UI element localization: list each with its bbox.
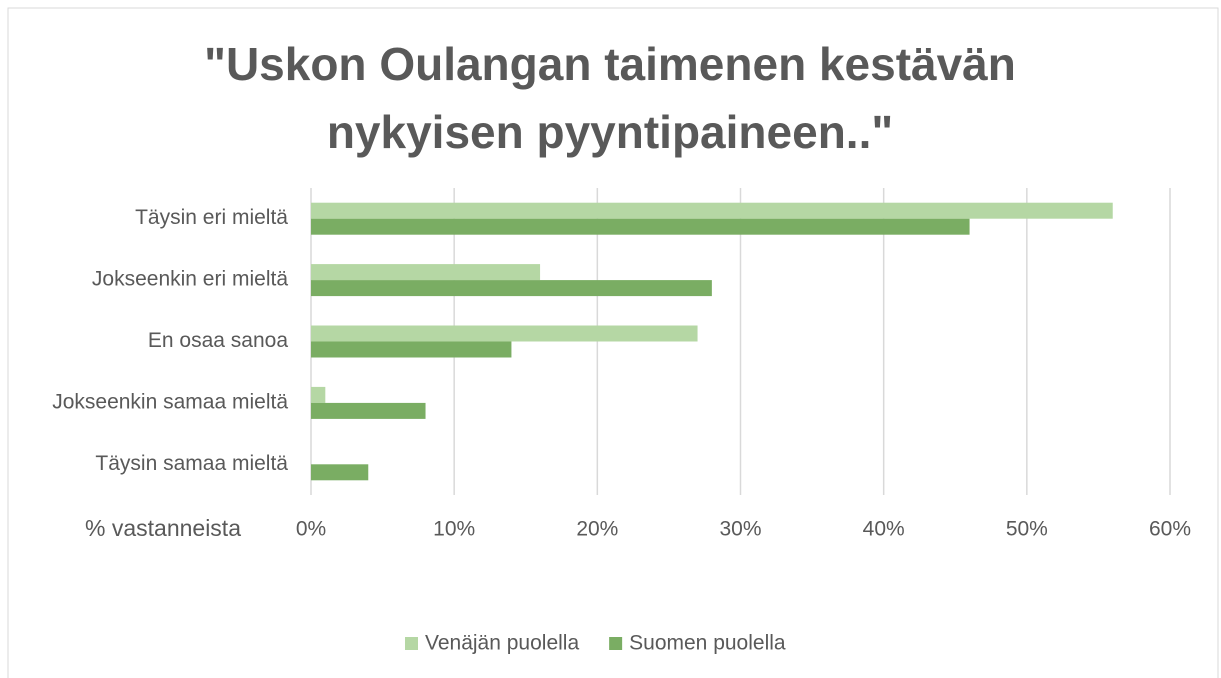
x-tick-label: 40%	[863, 518, 905, 541]
y-tick-label: Jokseenkin samaa mieltä	[52, 390, 288, 413]
bar	[311, 202, 1113, 219]
x-tick-label: 30%	[719, 518, 761, 541]
bar	[311, 341, 512, 358]
y-tick-label: Täysin samaa mieltä	[95, 452, 288, 475]
chart-frame	[7, 7, 1219, 678]
bar	[311, 264, 541, 281]
bar	[311, 280, 712, 297]
legend-swatch	[405, 637, 418, 650]
bar	[311, 325, 698, 342]
legend-label: Suomen puolella	[629, 632, 786, 655]
x-tick-label: 20%	[576, 518, 618, 541]
x-tick-label: 50%	[1006, 518, 1048, 541]
x-tick-label: 10%	[433, 518, 475, 541]
y-tick-label: En osaa sanoa	[148, 329, 288, 352]
legend-label: Venäjän puolella	[425, 632, 579, 655]
x-tick-label: 0%	[296, 518, 326, 541]
bar	[311, 464, 369, 481]
x-axis-label: % vastanneista	[85, 515, 241, 541]
bar	[311, 402, 426, 419]
chart-title: "Uskon Oulangan taimenen kestävän nykyis…	[204, 38, 1016, 158]
x-tick-label: 60%	[1149, 518, 1191, 541]
legend-swatch	[609, 637, 623, 650]
bar	[311, 218, 970, 235]
y-tick-label: Jokseenkin eri mieltä	[92, 268, 288, 291]
y-tick-label: Täysin eri mieltä	[135, 206, 288, 229]
bar	[311, 386, 326, 403]
